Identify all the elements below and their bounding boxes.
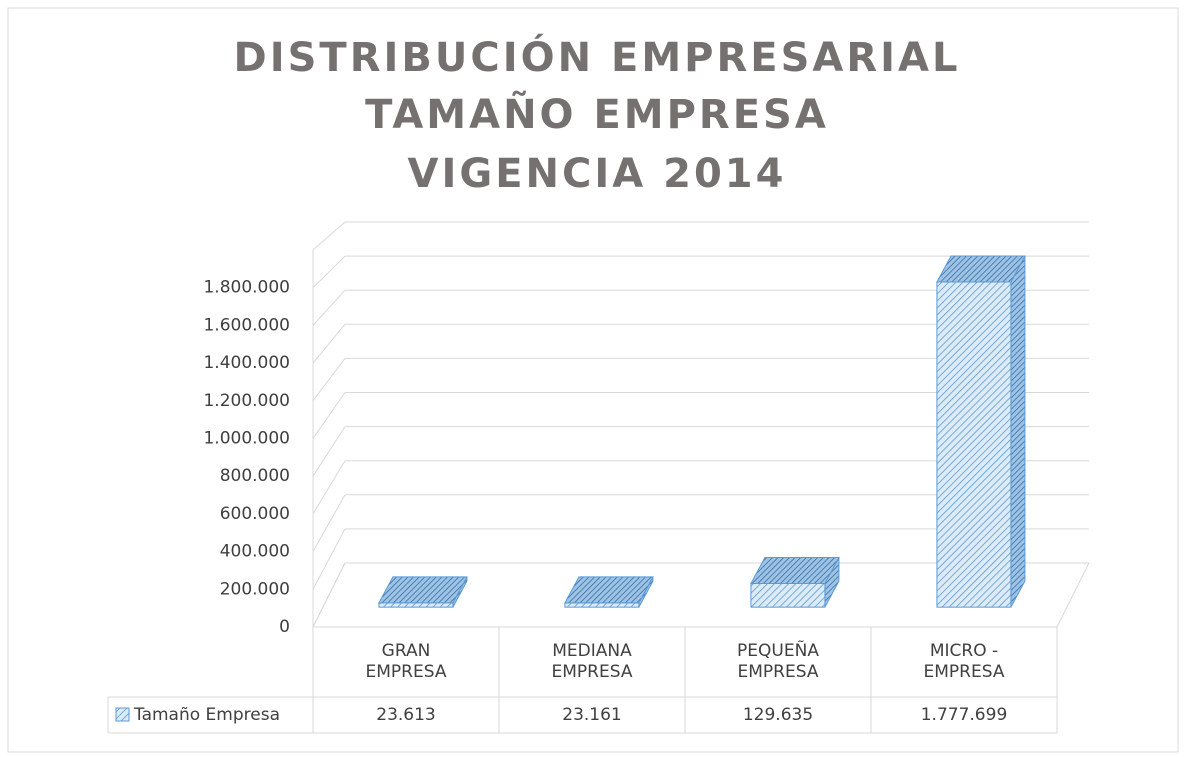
chart-title: VIGENCIA 2014 (408, 151, 787, 197)
y-tick-label: 0 (279, 617, 290, 637)
bar-top (564, 576, 654, 604)
grid-line (312, 392, 346, 439)
grid-line (312, 494, 346, 552)
bar-side (1010, 255, 1026, 608)
x-tick-label: GRAN EMPRESA (365, 640, 447, 682)
grid-line (312, 358, 346, 402)
grid-line (312, 460, 346, 515)
floor (312, 562, 1090, 628)
data-table-value: 1.777.699 (921, 705, 1008, 725)
bar-front (564, 602, 640, 608)
bar-top (378, 576, 468, 604)
wall-edge (312, 221, 346, 251)
y-tick-label: 1.400.000 (203, 353, 290, 373)
y-tick-label: 1.200.000 (203, 391, 290, 411)
x-tick-label: MEDIANA EMPRESA (551, 640, 633, 682)
chart-title: DISTRIBUCIÓN EMPRESARIAL (234, 33, 961, 81)
grid-line (312, 289, 346, 326)
data-table-value: 129.635 (743, 705, 813, 725)
data-table-value: 23.161 (562, 705, 621, 725)
x-tick-label: MICRO - EMPRESA (923, 640, 1005, 682)
bar (564, 576, 654, 608)
bar-front (936, 281, 1012, 608)
grid-line (312, 323, 346, 364)
data-table-value: 23.613 (376, 705, 435, 725)
bar (936, 255, 1026, 608)
y-tick-label: 1.800.000 (203, 278, 290, 298)
y-tick-label: 800.000 (220, 466, 290, 486)
x-tick-label: PEQUEÑA EMPRESA (737, 640, 819, 682)
y-tick-label: 1.000.000 (203, 429, 290, 449)
y-tick-label: 400.000 (220, 542, 290, 562)
x-tick-label-box: MEDIANA EMPRESA (551, 640, 633, 682)
grid-line (312, 528, 346, 590)
x-tick-label-box: MICRO - EMPRESA (923, 640, 1005, 682)
legend-label: Tamaño Empresa (133, 705, 280, 725)
bar-top (936, 255, 1026, 283)
x-tick-label-box: PEQUEÑA EMPRESA (737, 640, 819, 682)
bar-front (750, 582, 826, 608)
y-tick-label: 1.600.000 (203, 315, 290, 335)
y-tick-label: 600.000 (220, 504, 290, 524)
bar-front (378, 602, 454, 608)
grid-line (312, 426, 346, 477)
bar (750, 556, 840, 608)
y-tick-label: 200.000 (220, 579, 290, 599)
chart-title: TAMAÑO EMPRESA (365, 90, 829, 138)
grid-line (312, 255, 346, 289)
bar (378, 576, 468, 608)
bar-top (750, 556, 840, 584)
legend-key (115, 707, 130, 722)
x-tick-label-box: GRAN EMPRESA (365, 640, 447, 682)
